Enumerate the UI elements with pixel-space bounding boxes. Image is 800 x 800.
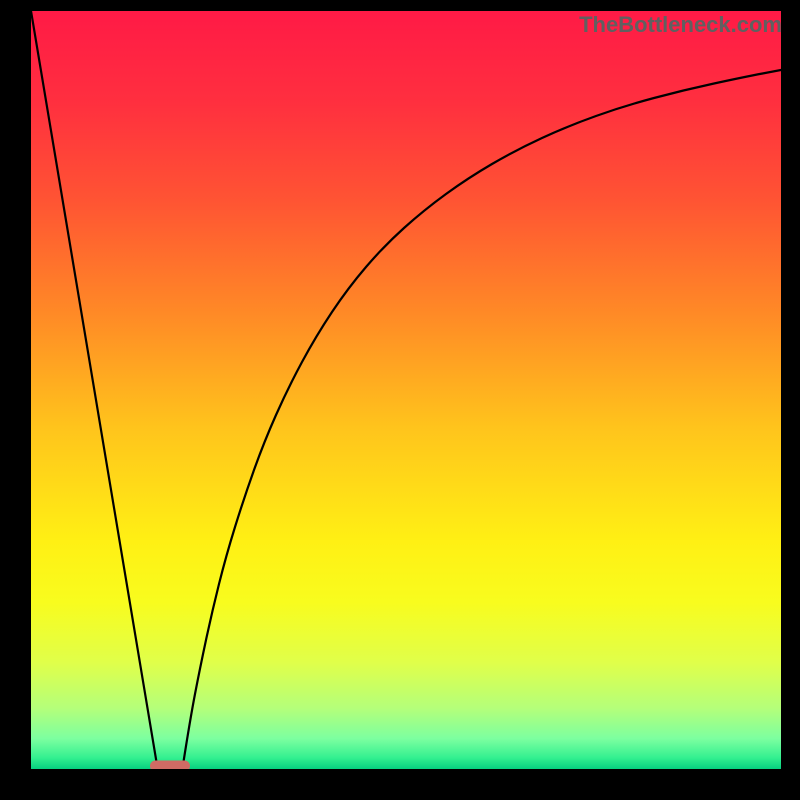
plot-area xyxy=(31,11,781,769)
chart-container: TheBottleneck.com xyxy=(0,0,800,800)
watermark-text: TheBottleneck.com xyxy=(579,12,782,38)
bottleneck-marker xyxy=(150,761,190,770)
gradient-background xyxy=(31,11,781,769)
